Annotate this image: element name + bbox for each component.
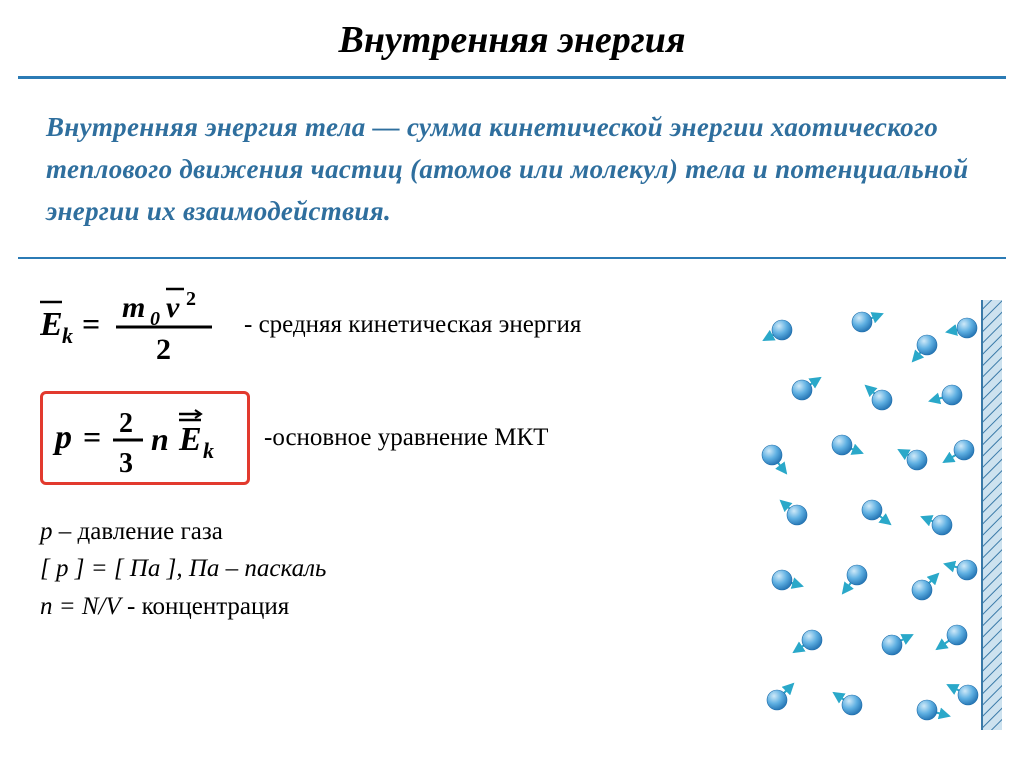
molecules-group: [762, 312, 978, 720]
svg-text:E: E: [40, 306, 63, 343]
wall: [982, 300, 1002, 730]
gas-molecules-diagram: [742, 300, 1002, 730]
formula-ek: E k = m 0 v 2 2: [40, 285, 230, 365]
formula-p: p = 2 3 n E k: [51, 400, 237, 476]
svg-text:2: 2: [119, 408, 133, 439]
svg-text:=: =: [83, 419, 101, 455]
svg-text:0: 0: [150, 308, 160, 330]
svg-text:3: 3: [119, 448, 133, 476]
svg-text:k: k: [62, 323, 73, 348]
svg-text:2: 2: [156, 333, 171, 365]
definition-text: Внутренняя энергия тела — сумма кинетиче…: [46, 107, 978, 233]
definition-box: Внутренняя энергия тела — сумма кинетиче…: [18, 85, 1006, 259]
svg-text:n: n: [151, 421, 169, 457]
svg-text:v: v: [166, 291, 180, 324]
svg-text:=: =: [82, 306, 100, 342]
svg-text:E: E: [178, 421, 202, 458]
svg-text:m: m: [122, 291, 145, 324]
svg-text:p: p: [52, 419, 72, 456]
label-mkt: -основное уравнение МКТ: [264, 424, 548, 452]
highlight-box: p = 2 3 n E k: [40, 391, 250, 485]
label-kinetic: - средняя кинетическая энергия: [244, 311, 581, 339]
page-title: Внутренняя энергия: [0, 0, 1024, 76]
svg-text:k: k: [203, 438, 214, 463]
svg-text:2: 2: [186, 288, 196, 310]
divider-top: [18, 76, 1006, 79]
